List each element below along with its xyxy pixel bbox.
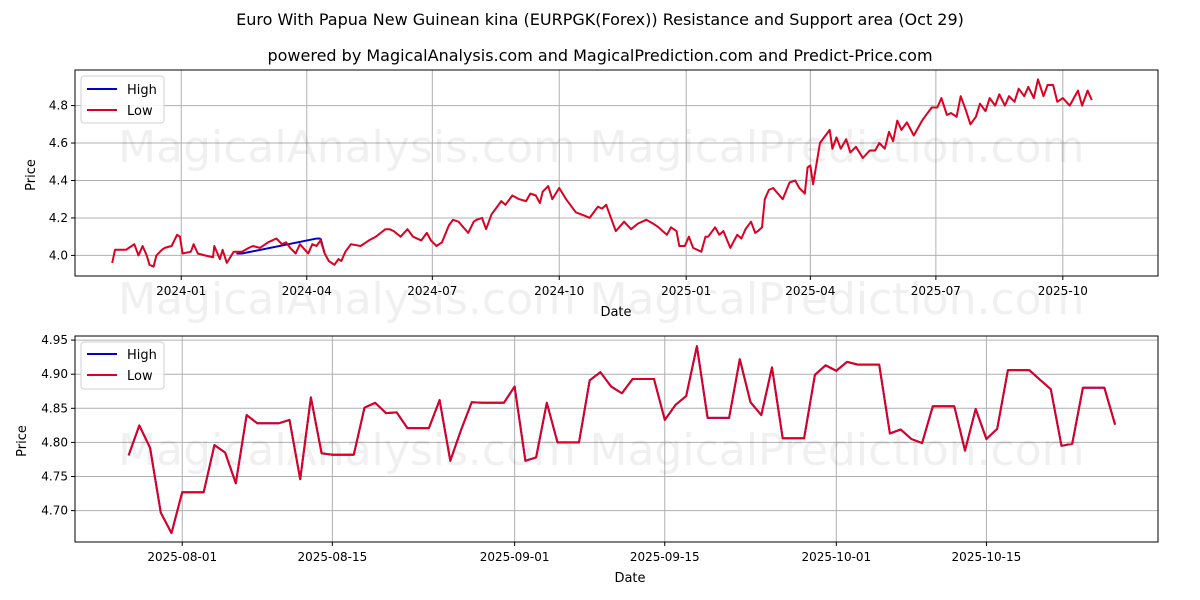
bottom-x-axis-label: Date	[614, 571, 645, 586]
high-series-segment	[241, 237, 317, 255]
watermark-bottom-left: MagicalAnalysis.com	[118, 425, 576, 476]
top-legend: High Low	[80, 75, 165, 124]
x-tick-label: 2025-09-15	[630, 550, 700, 564]
bottom-chart: MagicalAnalysis.com MagicalPrediction.co…	[15, 333, 1159, 586]
y-tick-label: 4.90	[41, 367, 68, 381]
bottom-y-axis: 4.70 4.75 4.80 4.85 4.90 4.95	[41, 333, 75, 518]
bottom-axes-frame	[74, 335, 1159, 543]
watermark-top-right: MagicalPrediction.com	[590, 122, 1085, 173]
y-tick-label: 4.2	[49, 211, 68, 225]
top-plot-area	[75, 70, 1158, 276]
legend-high-label: High	[127, 83, 157, 98]
watermark-top-left: MagicalAnalysis.com	[118, 122, 576, 173]
bottom-x-axis: 2025-08-01 2025-08-15 2025-09-01 2025-09-15…	[147, 542, 1021, 564]
low-series-line	[111, 78, 1093, 268]
y-tick-label: 4.80	[41, 435, 68, 449]
x-tick-label: 2025-01	[661, 284, 711, 298]
bottom-series-lines	[127, 345, 1117, 535]
x-tick-label: 2025-07	[911, 284, 961, 298]
chart-title: Euro With Papua New Guinean kina (EURPGK…	[236, 10, 964, 29]
chart-subtitle: powered by MagicalAnalysis.com and Magic…	[267, 46, 933, 65]
top-axes-frame	[74, 69, 1159, 277]
x-tick-label: 2024-07	[407, 284, 457, 298]
legend-low-label: Low	[127, 104, 153, 119]
top-chart: MagicalAnalysis.com MagicalPrediction.co…	[24, 69, 1159, 325]
top-y-axis: 4.0 4.2 4.4 4.6 4.8	[49, 99, 75, 262]
watermark-bottom-right: MagicalPrediction.com	[590, 425, 1085, 476]
top-legend-box	[80, 75, 165, 124]
x-tick-label: 2025-08-15	[297, 550, 367, 564]
x-tick-label: 2025-09-01	[480, 550, 550, 564]
watermark-mid-right: MagicalPrediction.com	[590, 274, 1085, 325]
y-tick-label: 4.6	[49, 136, 68, 150]
top-series-lines	[111, 78, 1093, 268]
top-x-axis-label: Date	[600, 305, 631, 320]
x-tick-label: 2025-10	[1038, 284, 1088, 298]
y-tick-label: 4.85	[41, 401, 68, 415]
x-tick-label: 2025-04	[785, 284, 835, 298]
top-y-axis-label: Price	[24, 159, 39, 191]
top-x-axis: 2024-01 2024-04 2024-07 2024-10 2025-01 2025-…	[156, 276, 1088, 298]
watermark-mid-left: MagicalAnalysis.com	[118, 274, 576, 325]
x-tick-label: 2024-01	[156, 284, 206, 298]
bottom-y-axis-label: Price	[15, 425, 30, 457]
legend-high-label: High	[127, 348, 157, 363]
legend-low-label: Low	[127, 369, 153, 384]
bottom-grid	[75, 336, 1158, 542]
y-tick-label: 4.75	[41, 470, 68, 484]
low-series-line	[127, 345, 1117, 535]
y-tick-label: 4.0	[49, 248, 68, 262]
x-tick-label: 2025-08-01	[147, 550, 217, 564]
y-tick-label: 4.95	[41, 333, 68, 347]
x-tick-label: 2024-10	[534, 284, 584, 298]
y-tick-label: 4.8	[49, 99, 68, 113]
x-tick-label: 2025-10-15	[952, 550, 1022, 564]
x-tick-label: 2024-04	[282, 284, 332, 298]
x-tick-label: 2025-10-01	[801, 550, 871, 564]
y-tick-label: 4.70	[41, 504, 68, 518]
bottom-legend: High Low	[80, 341, 165, 390]
y-tick-label: 4.4	[49, 173, 68, 187]
